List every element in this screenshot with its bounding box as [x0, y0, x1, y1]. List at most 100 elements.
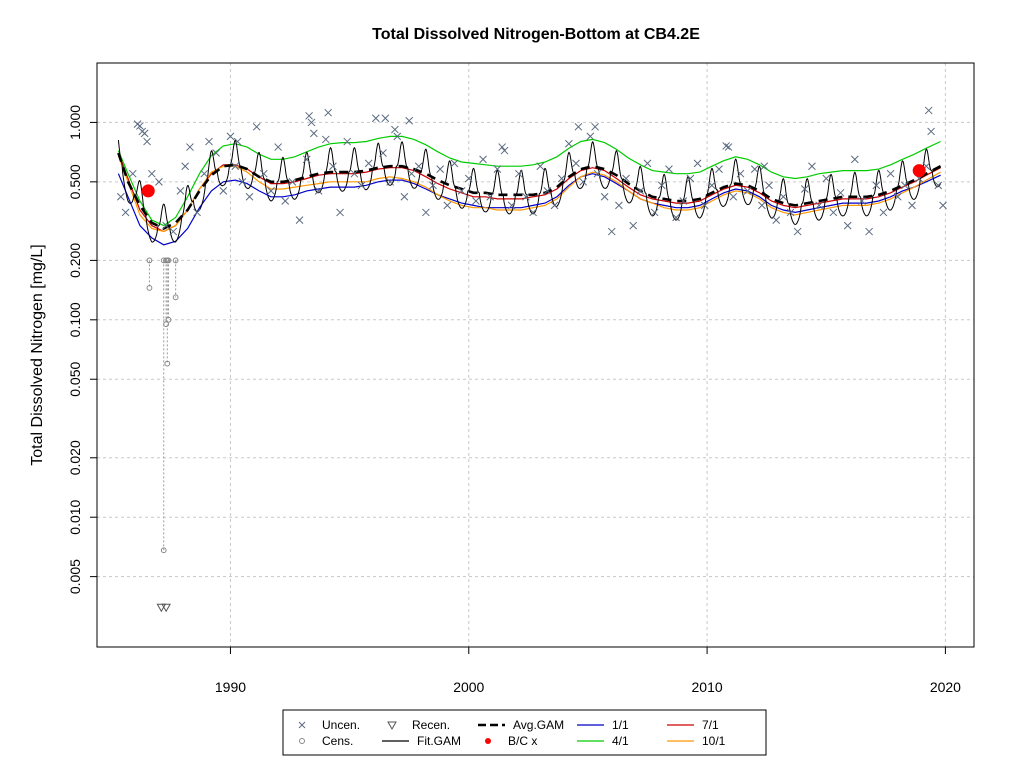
uncensored-point	[336, 208, 344, 217]
uncensored-point	[400, 192, 409, 201]
uncensored-point	[579, 177, 588, 186]
uncensored-point	[700, 201, 709, 210]
legend-item: Uncen.	[298, 718, 360, 732]
uncensored-point	[758, 201, 766, 210]
uncensored-point	[450, 159, 459, 168]
uncensored-point	[836, 188, 845, 197]
censored-point	[163, 321, 170, 328]
recensored-point	[156, 603, 167, 613]
y-tick-label: 0.100	[67, 302, 83, 337]
uncensored-point	[267, 187, 275, 195]
censored-point	[146, 257, 153, 264]
uncensored-point	[140, 129, 149, 138]
uncensored-point	[901, 181, 909, 190]
legend-label: 4/1	[612, 734, 629, 748]
uncensored-point	[779, 192, 788, 201]
uncensored-point	[324, 108, 333, 117]
uncensored-point	[572, 159, 580, 168]
uncensored-point	[226, 132, 235, 141]
uncensored-point	[169, 227, 178, 236]
grid	[97, 63, 974, 647]
legend-item: B/C x	[485, 734, 537, 748]
legend-item: Recen.	[387, 718, 450, 732]
x-tick-label: 2000	[453, 679, 484, 695]
legend-item: 7/1	[667, 718, 719, 732]
uncensored-point	[934, 181, 943, 190]
uncensored-point	[815, 201, 823, 210]
uncensored-point	[193, 208, 201, 217]
series-layer	[117, 135, 942, 246]
legend-swatch	[299, 738, 305, 744]
uncensored-point	[238, 177, 247, 186]
censored-point	[165, 257, 172, 264]
uncensored-point	[457, 187, 466, 195]
uncensored-point	[205, 137, 213, 146]
censored-point	[160, 547, 167, 554]
uncensored-point	[722, 142, 731, 150]
y-tick-label: 0.050	[67, 362, 83, 397]
uncensored-point	[672, 213, 680, 222]
uncensored-point	[808, 162, 816, 171]
uncensored-point	[357, 181, 366, 190]
uncensored-point	[493, 165, 502, 173]
uncensored-point	[507, 201, 516, 210]
uncensored-point	[405, 116, 414, 125]
recensored-point	[161, 603, 171, 613]
legend-label: 1/1	[612, 718, 629, 732]
uncensored-point	[443, 201, 452, 210]
series-line-1-1	[117, 173, 941, 246]
legend-box	[282, 709, 767, 756]
uncensored-point	[800, 185, 809, 193]
uncensored-point	[436, 165, 445, 173]
uncensored-point	[622, 174, 630, 183]
uncensored-point	[121, 208, 130, 217]
uncensored-point	[629, 221, 638, 230]
uncensored-point	[143, 137, 151, 146]
uncensored-point	[288, 177, 297, 186]
uncensored-point	[498, 143, 506, 151]
uncensored-point	[865, 227, 873, 236]
uncensored-point	[379, 149, 387, 157]
x-tick-label: 1990	[215, 679, 246, 695]
uncensored-point	[858, 197, 866, 205]
uncensored-point	[586, 132, 595, 141]
legend-swatch	[485, 738, 491, 744]
uncensored-point	[822, 174, 831, 183]
uncensored-point	[843, 221, 852, 230]
legend-label: B/C x	[508, 734, 537, 748]
uncensored-point	[200, 169, 209, 178]
chart-title: Total Dissolved Nitrogen-Bottom at CB4.2…	[372, 26, 700, 43]
series-line-4-1	[117, 135, 941, 227]
uncensored-point	[593, 169, 602, 178]
censored-point	[172, 257, 179, 264]
legend-label: Recen.	[412, 718, 450, 732]
uncensored-point	[407, 169, 416, 178]
uncensored-point	[310, 129, 318, 138]
legend-label: 7/1	[702, 718, 719, 732]
censored-point	[146, 285, 153, 291]
uncensored-point	[657, 181, 666, 190]
legend-label: Fit.GAM	[417, 734, 461, 748]
uncensored-point	[219, 187, 228, 195]
uncensored-point	[724, 143, 733, 151]
uncensored-point	[472, 197, 480, 205]
uncensored-point	[314, 187, 323, 195]
fit-gam-line	[117, 139, 942, 243]
uncensored-point	[736, 169, 745, 178]
uncensored-point	[429, 181, 437, 190]
uncensored-point	[643, 159, 652, 168]
legend-swatch	[387, 721, 397, 731]
x-tick-label: 2010	[692, 679, 723, 695]
uncensored-point	[391, 125, 399, 134]
censored-point	[164, 360, 171, 367]
uncensored-point	[274, 143, 282, 151]
legend-item: Avg.GAM	[478, 718, 564, 732]
uncensored-point	[393, 132, 402, 141]
axes: 1990 2000 2010 2020 0.005 0.010 0.020 0.050 0.10…	[67, 62, 975, 695]
uncensored-point	[772, 216, 781, 224]
uncensored-point	[636, 187, 645, 195]
x-tick-label: 2020	[930, 679, 961, 695]
uncensored-point	[186, 143, 194, 151]
y-tick-label: 0.020	[67, 440, 83, 475]
